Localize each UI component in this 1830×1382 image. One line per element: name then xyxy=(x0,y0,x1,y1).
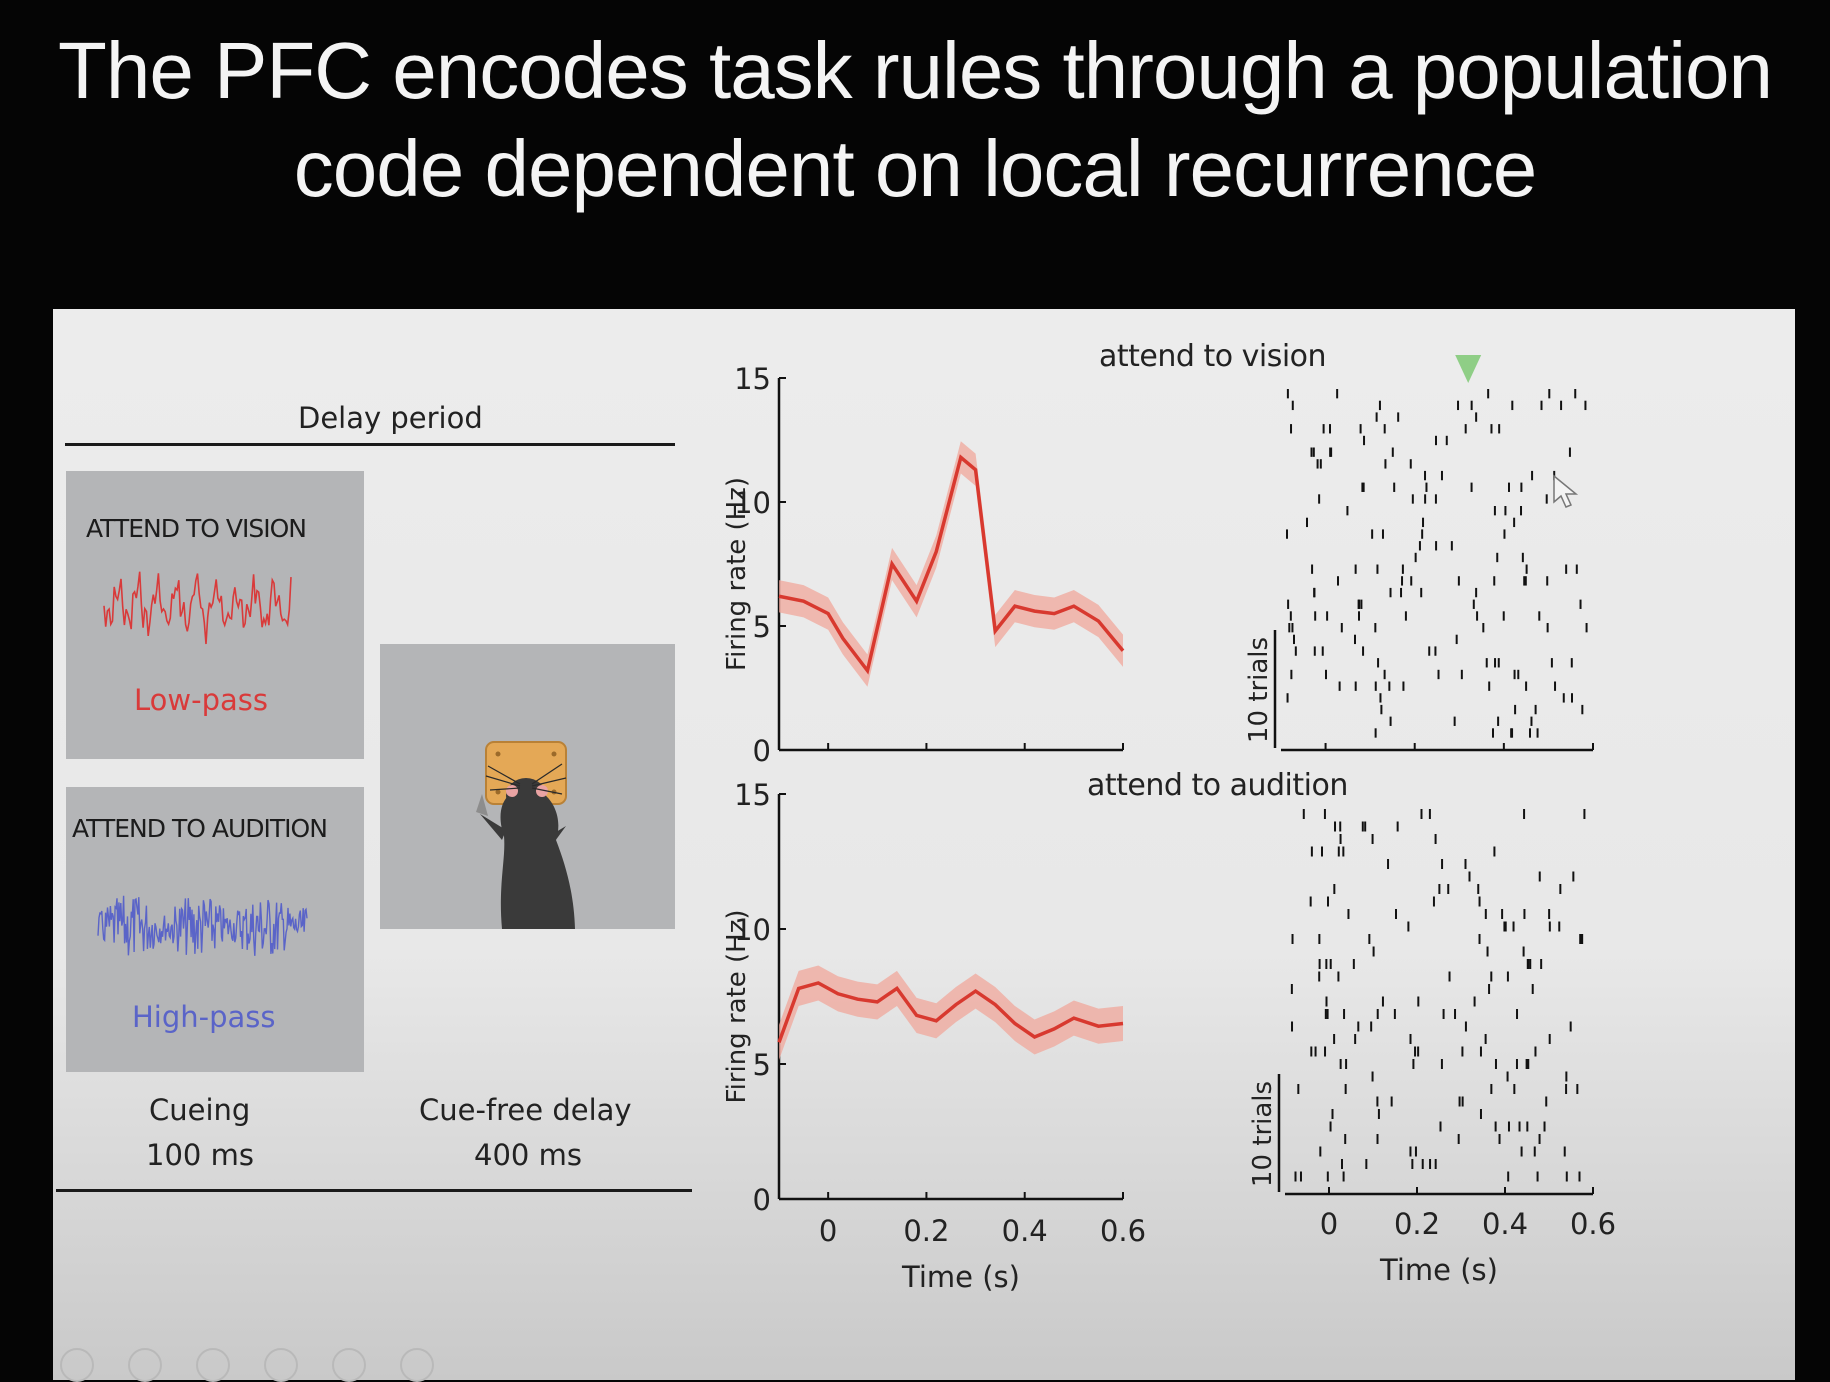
high-pass-waveform xyxy=(97,895,308,956)
x-tick-label: 0.4 xyxy=(1482,1207,1528,1241)
grid-view-button[interactable] xyxy=(264,1348,298,1382)
y-tick-label: 15 xyxy=(734,362,771,396)
mean-firing-rate-line xyxy=(778,454,1125,675)
audition-cue-panel: ATTEND TO AUDITION High-pass xyxy=(66,787,364,1072)
y-tick-label: 10 xyxy=(734,913,771,947)
cueing-label: Cueing xyxy=(149,1093,251,1127)
y-tick-label: 0 xyxy=(753,1183,771,1217)
x-tick-label: 0 xyxy=(819,1214,837,1248)
sem-band xyxy=(779,965,1123,1060)
raster-vision-chart: 10 trials xyxy=(1244,355,1594,752)
y-tick-label: 5 xyxy=(753,1048,771,1082)
delay-period-label: Delay period xyxy=(298,401,483,435)
delay-arena-panel xyxy=(380,644,675,929)
x-axis-label: Time (s) xyxy=(901,1260,1020,1294)
x-tick-label: 0.6 xyxy=(1100,1214,1146,1248)
psth-audition-chart: 0 5 10 15 0 0.2 0.4 0.6 Firing rate (Hz) Time (s) xyxy=(722,778,1146,1294)
vision-panel-heading: ATTEND TO VISION xyxy=(86,514,307,543)
low-pass-waveform xyxy=(103,571,292,645)
vision-cue-panel: ATTEND TO VISION Low-pass xyxy=(66,471,364,759)
mouse-cursor-icon xyxy=(1553,474,1579,508)
x-tick-label: 0.2 xyxy=(903,1214,949,1248)
psth-vision-chart: 0 5 10 15 Firing rate (Hz) xyxy=(722,362,1125,768)
trial-scale-label: 10 trials xyxy=(1248,1081,1278,1187)
y-axis-label: Firing rate (Hz) xyxy=(722,909,752,1103)
x-axis-label: Time (s) xyxy=(1379,1253,1498,1287)
delay-period-rule xyxy=(65,443,675,446)
trial-scale-label: 10 trials xyxy=(1244,637,1274,743)
y-tick-label: 5 xyxy=(753,610,771,644)
more-options-button[interactable] xyxy=(400,1348,434,1382)
next-slide-button[interactable] xyxy=(128,1348,162,1382)
event-marker-icon xyxy=(1455,355,1482,383)
zoom-button[interactable] xyxy=(332,1348,366,1382)
x-tick-label: 0 xyxy=(1320,1207,1338,1241)
cueing-duration: 100 ms xyxy=(146,1138,254,1172)
x-tick-label: 0.2 xyxy=(1394,1207,1440,1241)
prev-slide-button[interactable] xyxy=(60,1348,94,1382)
y-axis-label: Firing rate (Hz) xyxy=(722,477,752,671)
pen-tool-button[interactable] xyxy=(196,1348,230,1382)
x-tick-label: 0.6 xyxy=(1570,1207,1616,1241)
bottom-rule xyxy=(56,1189,692,1192)
sem-band xyxy=(779,441,1123,687)
high-pass-label: High-pass xyxy=(132,1000,276,1034)
vision-chart-title: attend to vision xyxy=(1099,339,1327,374)
raster-audition-chart: 0 0.2 0.4 0.6 10 trials Time (s) xyxy=(1248,809,1616,1287)
y-tick-label: 15 xyxy=(734,778,771,812)
audition-chart-title: attend to audition xyxy=(1087,768,1348,803)
cue-free-delay-label: Cue-free delay xyxy=(419,1093,632,1127)
y-tick-label: 0 xyxy=(753,734,771,768)
slide-title: The PFC encodes task rules through a pop… xyxy=(57,26,1773,213)
mean-firing-rate-line xyxy=(777,981,1124,1043)
y-tick-label: 10 xyxy=(734,486,771,520)
low-pass-label: Low-pass xyxy=(134,683,268,717)
slide-content: Delay period ATTEND TO VISION Low-pass A… xyxy=(53,309,1795,1380)
cue-free-delay-duration: 400 ms xyxy=(474,1138,582,1172)
x-tick-label: 0.4 xyxy=(1002,1214,1048,1248)
audition-panel-heading: ATTEND TO AUDITION xyxy=(72,814,328,843)
mouse-illustration xyxy=(476,741,575,929)
